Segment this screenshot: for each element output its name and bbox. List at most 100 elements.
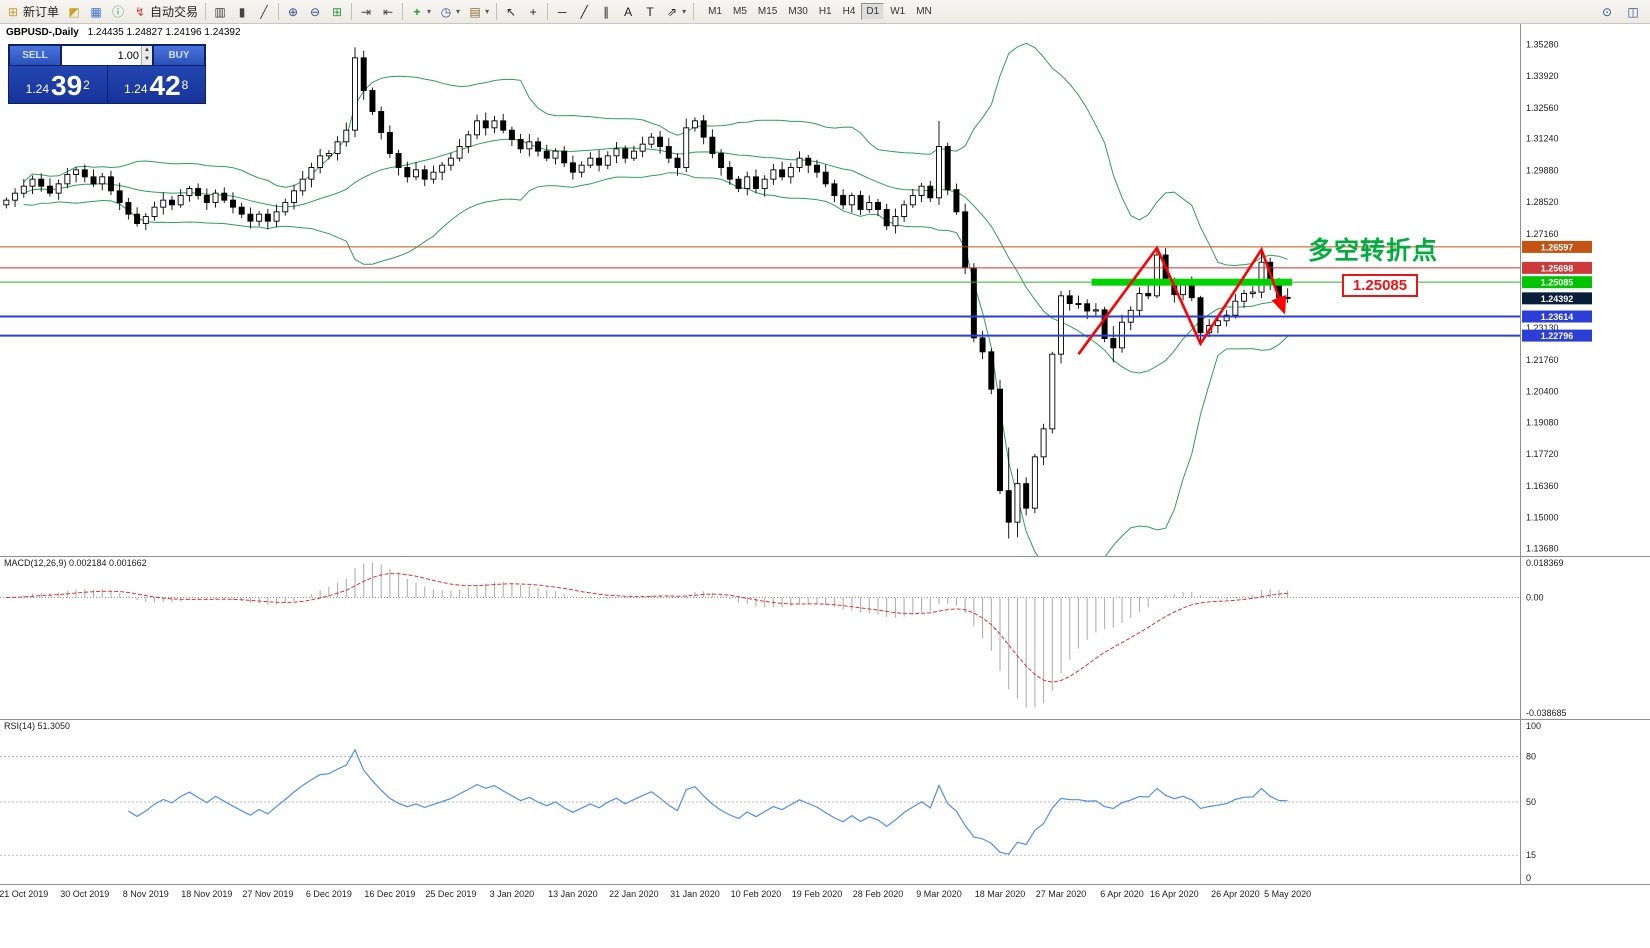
shapes-button[interactable]: ⇗ ▾ — [661, 1, 690, 23]
svg-text:-0.038685: -0.038685 — [1526, 708, 1567, 718]
svg-text:31 Jan 2020: 31 Jan 2020 — [670, 889, 720, 899]
timeframe-w1[interactable]: W1 — [890, 6, 906, 17]
symbol-search-button[interactable]: ⊙ — [1596, 1, 1618, 23]
macd-panel — [0, 562, 1520, 708]
toolbar-separator — [278, 3, 280, 20]
timeframe-h4[interactable]: H4 — [842, 6, 856, 17]
profiles-button[interactable]: ▦ — [85, 1, 107, 23]
svg-text:18 Mar 2020: 18 Mar 2020 — [975, 889, 1026, 899]
timeframe-mn[interactable]: MN — [916, 6, 932, 17]
zigzag-arrow-annotation[interactable] — [1077, 245, 1287, 355]
sell-price-pips: 39 — [51, 70, 83, 101]
line-chart-button[interactable]: ╱ — [253, 1, 275, 23]
svg-text:27 Mar 2020: 27 Mar 2020 — [1036, 889, 1087, 899]
svg-text:1.13680: 1.13680 — [1526, 543, 1559, 553]
channel-button[interactable]: ∥ — [595, 1, 617, 23]
toolbar-separator — [547, 3, 549, 20]
macd-axis[interactable]: 0.018369 0.00 -0.038685 — [1526, 558, 1567, 718]
candles-layer — [3, 47, 1291, 539]
time-axis[interactable]: 21 Oct 2019 30 Oct 2019 8 Nov 2019 18 Nov 2… — [0, 889, 1311, 899]
bar-chart-button[interactable]: ▥ — [209, 1, 231, 23]
svg-text:1.16360: 1.16360 — [1526, 481, 1559, 491]
sell-button[interactable]: SELL — [9, 45, 61, 66]
shapes-icon: ⇗ — [667, 4, 678, 19]
chevron-down-icon: ▾ — [682, 7, 687, 16]
svg-text:1.19080: 1.19080 — [1526, 417, 1559, 427]
candlestick-chart-button[interactable]: ▮ — [231, 1, 253, 23]
svg-text:8 Nov 2019: 8 Nov 2019 — [123, 889, 169, 899]
timeframe-switcher: M1 M5 M15 M30 H1 H4 D1 W1 MN — [703, 3, 937, 20]
support-button[interactable]: ⓘ — [107, 1, 129, 23]
sell-price[interactable]: 1.24 39 2 — [9, 66, 107, 103]
templates-button[interactable]: ▤ ▾ — [464, 1, 493, 23]
svg-text:5 May 2020: 5 May 2020 — [1264, 889, 1311, 899]
chevron-down-icon: ▾ — [427, 7, 432, 16]
new-order-icon: ⊞ — [7, 4, 19, 19]
chart-shift-button[interactable]: ⇤ — [377, 1, 399, 23]
tile-windows-icon: ⊞ — [332, 4, 343, 19]
svg-text:1.23614: 1.23614 — [1541, 312, 1574, 322]
support-icon: ⓘ — [112, 4, 125, 19]
macd-indicator-label: MACD(12,26,9) 0.002184 0.001662 — [4, 558, 147, 568]
trendline-icon: ╱ — [580, 4, 588, 19]
indicators-button[interactable]: + ▾ — [406, 1, 435, 23]
svg-text:30 Oct 2019: 30 Oct 2019 — [60, 889, 109, 899]
autotrading-button[interactable]: ↯ 自动交易 — [129, 1, 202, 23]
timeframe-h1[interactable]: H1 — [818, 6, 832, 17]
green-highlight-bar[interactable] — [1091, 278, 1292, 286]
label-button[interactable]: T — [639, 1, 661, 23]
svg-text:1.26597: 1.26597 — [1541, 242, 1574, 252]
timeframe-m30[interactable]: M30 — [788, 6, 808, 17]
rsi-indicator-label: RSI(14) 51.3050 — [4, 721, 71, 731]
timeframe-m1[interactable]: M1 — [708, 6, 722, 17]
volume-input[interactable]: 1.00 ▲ ▼ — [61, 45, 153, 66]
timeframe-m5[interactable]: M5 — [733, 6, 747, 17]
price-callout-box[interactable]: 1.25085 — [1342, 274, 1418, 297]
styles-button[interactable]: ◩ — [63, 1, 85, 23]
svg-text:15: 15 — [1526, 850, 1536, 860]
indicators-icon: + — [413, 4, 421, 19]
svg-text:1.15000: 1.15000 — [1526, 513, 1559, 523]
toolbar-separator — [693, 3, 695, 20]
toolbar-separator — [402, 3, 404, 20]
cursor-button[interactable]: ↖ — [500, 1, 522, 23]
price-axis[interactable]: 1.35280 1.33920 1.32560 1.31240 1.29880 1.285… — [1522, 39, 1592, 553]
tile-windows-button[interactable]: ⊞ — [326, 1, 348, 23]
chevron-down-icon: ▾ — [456, 7, 461, 16]
svg-text:0.00: 0.00 — [1526, 592, 1544, 602]
zoom-out-button[interactable]: ⊖ — [304, 1, 326, 23]
buy-price[interactable]: 1.24 42 8 — [108, 66, 206, 103]
svg-text:27 Nov 2019: 27 Nov 2019 — [242, 889, 293, 899]
turning-point-annotation[interactable]: 多空转折点 — [1308, 237, 1439, 265]
svg-text:100: 100 — [1526, 721, 1541, 731]
volume-increase-button[interactable]: ▲ — [144, 47, 150, 53]
volume-decrease-button[interactable]: ▼ — [144, 56, 150, 62]
trendline-button[interactable]: ╱ — [573, 1, 595, 23]
svg-text:21 Oct 2019: 21 Oct 2019 — [0, 889, 48, 899]
zoom-out-icon: ⊖ — [310, 4, 321, 19]
price-panel — [3, 42, 1291, 556]
buy-button[interactable]: BUY — [153, 45, 205, 66]
text-button[interactable]: A — [617, 1, 639, 23]
new-window-button[interactable]: ◫ — [1622, 1, 1644, 23]
rsi-axis[interactable]: 100 80 50 15 0 — [1526, 721, 1541, 883]
svg-text:1.25085: 1.25085 — [1541, 278, 1574, 288]
svg-text:50: 50 — [1526, 797, 1536, 807]
hline-button[interactable]: ─ — [551, 1, 573, 23]
new-order-button[interactable]: ⊞ 新订单 — [2, 1, 63, 23]
svg-text:19 Feb 2020: 19 Feb 2020 — [792, 889, 843, 899]
auto-scroll-button[interactable]: ⇥ — [355, 1, 377, 23]
panel-frame — [0, 24, 1650, 885]
zoom-in-button[interactable]: ⊕ — [282, 1, 304, 23]
autotrading-icon: ↯ — [134, 4, 146, 19]
crosshair-button[interactable]: + — [522, 1, 544, 23]
chevron-down-icon: ▾ — [485, 7, 490, 16]
styles-icon: ◩ — [68, 4, 80, 19]
timeframe-d1[interactable]: D1 — [861, 3, 885, 20]
periods-button[interactable]: ◷ ▾ — [435, 1, 464, 23]
zoom-in-icon: ⊕ — [288, 4, 299, 19]
timeframe-m15[interactable]: M15 — [757, 6, 778, 17]
svg-text:13 Jan 2020: 13 Jan 2020 — [548, 889, 598, 899]
chart-plot-area[interactable] — [0, 24, 1650, 948]
